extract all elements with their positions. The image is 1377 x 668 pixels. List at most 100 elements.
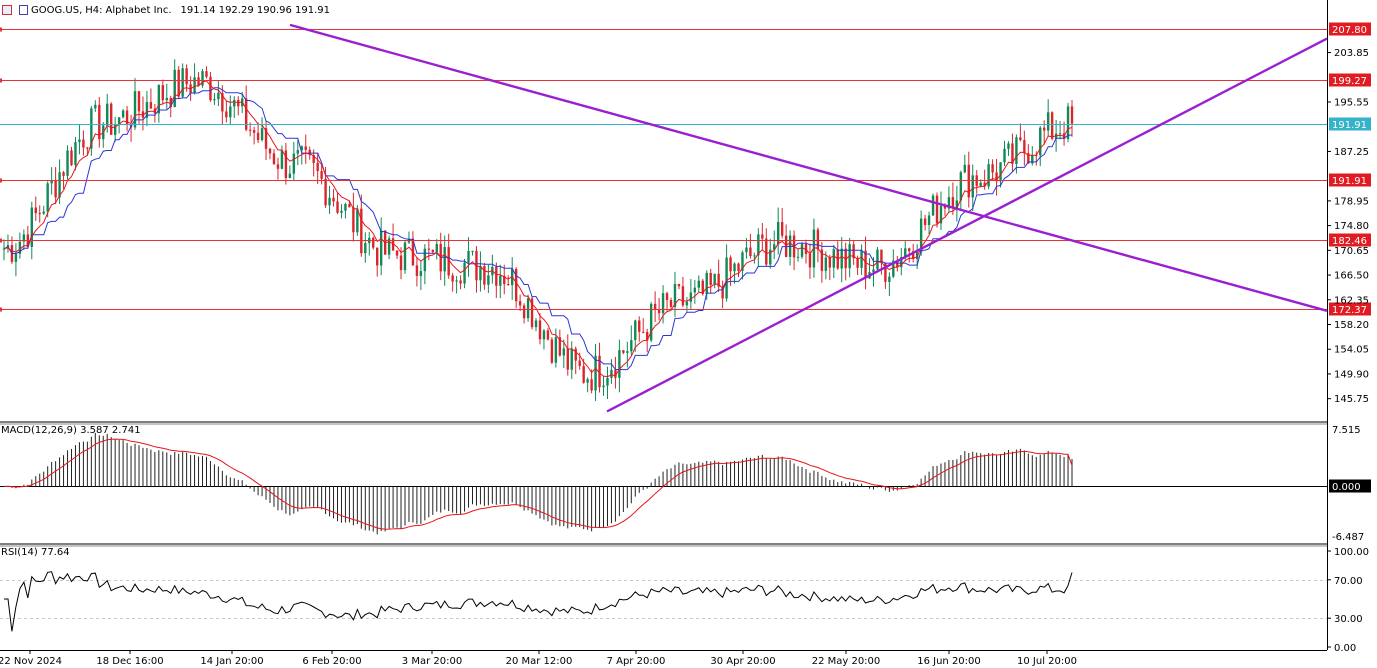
candle-body [991,164,994,173]
candle-body [955,200,959,208]
time-tick-label: 16 Jun 20:00 [917,656,981,667]
candle-body [856,258,859,268]
candle-body [487,275,490,285]
candle-body [840,248,843,269]
candle-body [340,210,343,213]
candle-body [753,255,756,257]
candle-body [193,77,196,94]
candle-body [106,103,109,126]
level-anchor[interactable] [0,178,2,183]
level-anchor[interactable] [0,307,2,312]
candle-body [729,257,732,272]
candle-body [820,249,824,271]
candle-body [499,275,502,286]
candle-body [554,337,558,363]
level-tag [1329,73,1371,87]
candle-body [352,207,355,233]
candle-body [479,266,482,281]
candle-body [780,221,784,236]
candle-body [542,330,546,340]
candle-body [769,249,772,265]
time-tick-label: 22 May 20:00 [812,656,881,667]
candle-body [1007,143,1010,149]
candle-body [1023,140,1026,154]
candle-body [911,251,915,259]
level-anchor[interactable] [0,27,2,32]
candle-body [610,369,613,378]
candle-body [828,257,832,268]
candle-body [1027,153,1030,164]
candle-body [217,92,220,100]
candle-body [614,369,617,378]
candle-body [1019,137,1022,141]
candle-body [689,292,693,302]
candle-body [403,242,407,271]
candle-body [379,230,383,266]
level-tag-label: 191.91 [1332,176,1367,187]
candle-body [963,164,967,173]
candle-body [284,150,288,179]
candle-body [677,283,681,287]
price-tick-label: 203.85 [1334,48,1369,59]
candle-body [626,351,629,353]
candle-body [2,248,6,250]
candle-body [348,204,351,208]
level-anchor[interactable] [0,238,2,243]
candle-body [530,298,534,328]
trendline-ascending[interactable] [606,37,1328,413]
candle-body [74,142,77,166]
price-tick-label: 170.65 [1334,246,1369,257]
candle-body [376,247,379,266]
candle-body [324,178,327,206]
current-price-tag [1329,117,1371,131]
candle-body [66,150,69,176]
candle-body [252,130,256,133]
candle-body [185,68,188,85]
level-tag [1329,233,1371,247]
candle-body [761,234,764,239]
level-anchor[interactable] [0,78,2,83]
candle-body [1046,112,1050,131]
rsi-line [4,571,1073,632]
candle-body [86,147,89,149]
rsi-pane[interactable] [0,571,1327,632]
candle-body [562,348,566,356]
macd-tick-label: -6.487 [1332,532,1364,543]
candle-body [733,263,736,272]
candle-body [165,97,168,101]
candle-body [634,320,637,341]
chart-menu-icon[interactable] [2,5,12,15]
level-tag-label: 172.37 [1332,305,1367,316]
candle-body [705,272,708,294]
price-pane[interactable] [0,23,1328,413]
level-tag [1329,22,1371,36]
candle-body [661,293,665,314]
macd-signal-line [3,438,1073,530]
candle-body [455,280,458,282]
candle-body [741,252,744,271]
time-tick-label: 18 Dec 16:00 [96,656,163,667]
macd-pane[interactable] [0,432,1327,535]
price-tick-label: 149.90 [1334,369,1369,380]
candle-body [125,110,129,125]
candle-body [344,204,347,211]
symbol-icon [19,5,28,15]
candle-body [229,106,232,118]
trendline-descending[interactable] [289,23,1328,312]
candle-body [717,273,720,287]
candle-body [364,243,367,254]
candle-body [995,172,998,182]
level-tag [1329,173,1371,187]
candle-body [288,173,292,179]
rsi-tick-label: 0.00 [1334,643,1356,654]
candle-body [947,197,951,209]
candle-body [534,320,538,328]
header-ohlc: 191.14 192.29 190.96 191.91 [180,4,331,16]
macd-tick-label: 7.515 [1332,425,1361,436]
candle-body [244,98,248,130]
candle-body [308,149,311,156]
candle-body [415,265,419,276]
candle-body [336,201,339,213]
